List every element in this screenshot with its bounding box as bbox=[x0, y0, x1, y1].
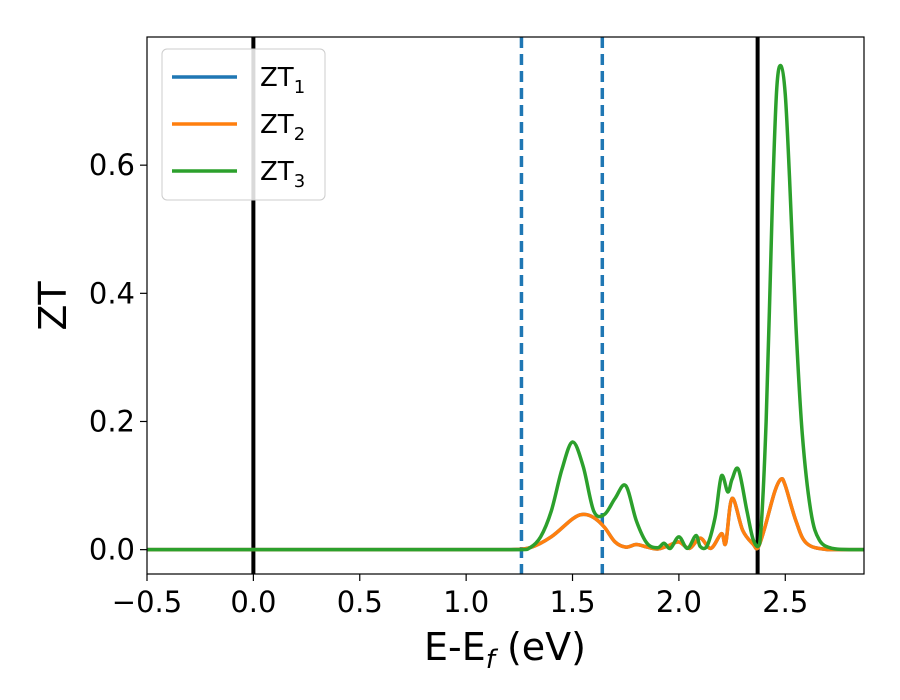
y-axis-label: ZT bbox=[31, 281, 75, 331]
legend-box bbox=[161, 48, 326, 201]
x-axis-label: E-Ef (eV) bbox=[424, 625, 586, 675]
x-tick-label: 0.0 bbox=[230, 585, 276, 619]
y-tick-label: 0.6 bbox=[89, 148, 135, 182]
y-tick-label: 0.0 bbox=[89, 533, 135, 567]
plot-frame bbox=[146, 36, 865, 575]
legend-label-zt2: ZT2 bbox=[260, 110, 305, 145]
x-tick-label: −0.5 bbox=[112, 585, 182, 619]
x-tick-label: 1.5 bbox=[549, 585, 595, 619]
x-tick-label: 2.5 bbox=[762, 585, 808, 619]
series-layer bbox=[147, 63, 864, 552]
series-line-zt3 bbox=[147, 63, 864, 552]
legend-label-zt3: ZT3 bbox=[260, 157, 305, 192]
x-tick-label: 0.5 bbox=[337, 585, 383, 619]
legend: ZT1 ZT2 ZT3 bbox=[161, 48, 326, 201]
y-tick-label: 0.4 bbox=[89, 276, 135, 310]
x-tick-label: 1.0 bbox=[443, 585, 489, 619]
y-tick-label: 0.2 bbox=[89, 404, 135, 438]
x-tick-label: 2.0 bbox=[656, 585, 702, 619]
y-axis-ticks: 0.0 0.2 0.4 0.6 bbox=[89, 148, 147, 567]
x-axis-ticks: −0.5 0.0 0.5 1.0 1.5 2.0 2.5 bbox=[112, 574, 808, 619]
legend-label-zt1: ZT1 bbox=[260, 63, 305, 98]
